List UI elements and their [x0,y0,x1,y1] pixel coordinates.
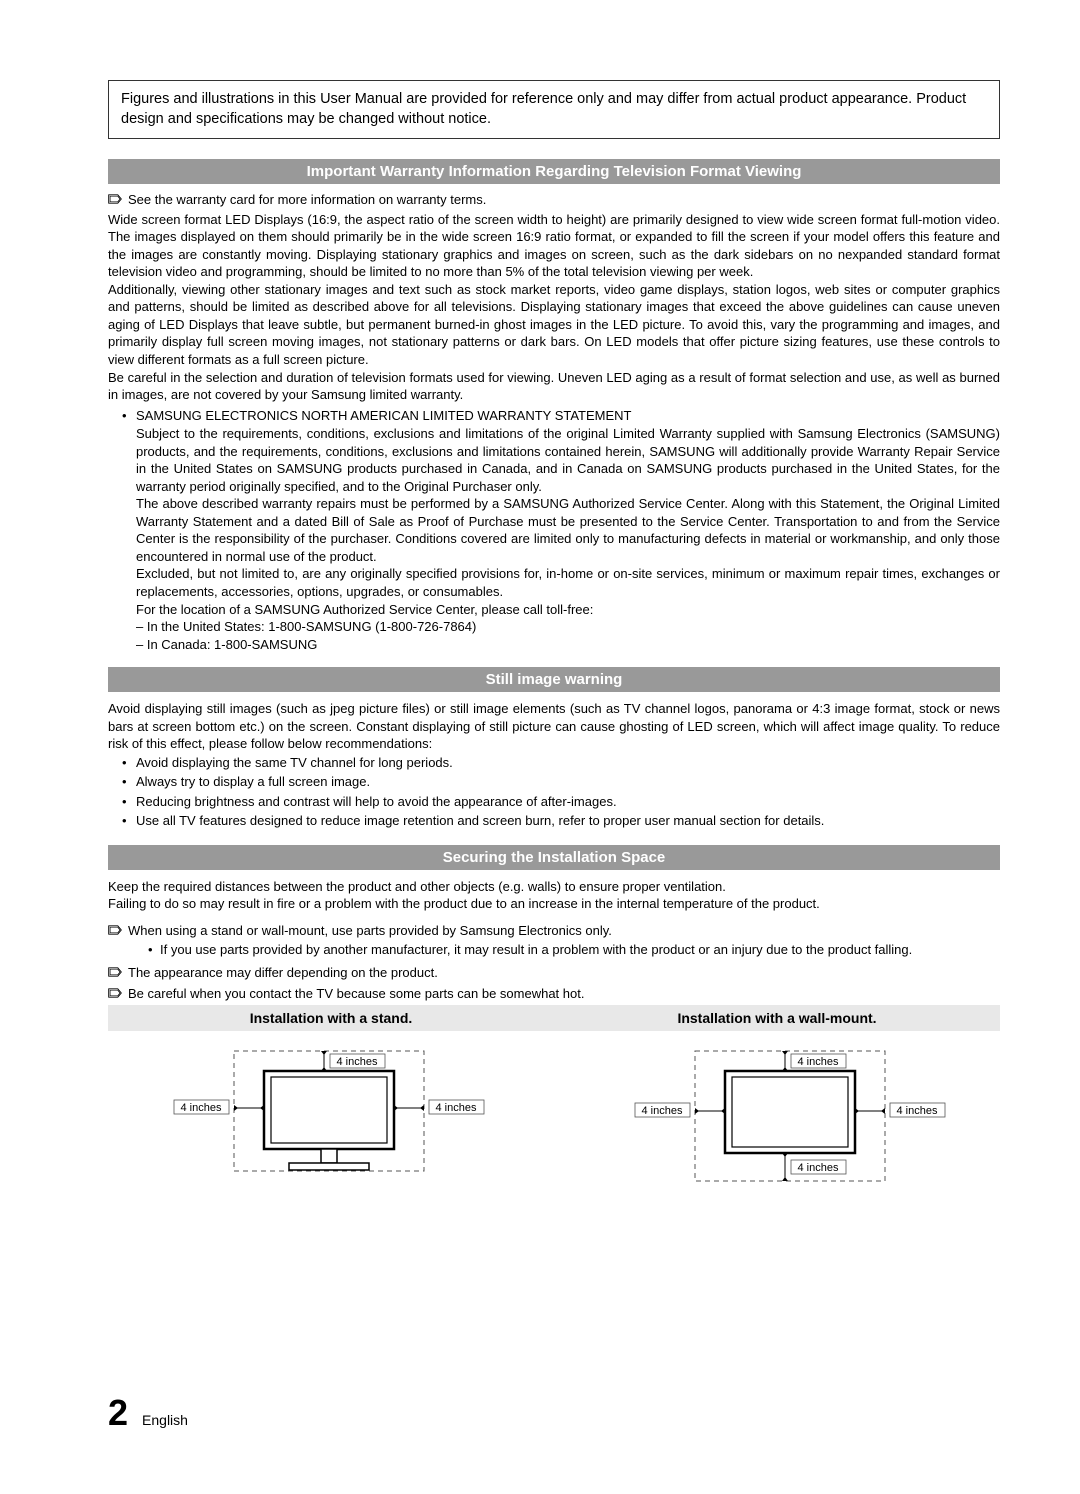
warranty-para-1: Wide screen format LED Displays (16:9, t… [108,211,1000,281]
diagram-stand: 4 inches 4 inches 4 inches [108,1043,539,1203]
label-right: 4 inches [435,1102,476,1114]
section-header-installation: Securing the Installation Space [108,845,1000,870]
note-stand-wallmount: When using a stand or wall-mount, use pa… [108,923,1000,938]
warranty-statement-p3: Excluded, but not limited to, are any or… [108,565,1000,600]
note-warranty-card: See the warranty card for more informati… [108,192,1000,207]
note-text: The appearance may differ depending on t… [128,965,438,980]
page-language: English [142,1412,188,1428]
still-bullet-3: Reducing brightness and contrast will he… [136,792,1000,812]
page-footer: 2 English [108,1392,188,1434]
still-image-intro: Avoid displaying still images (such as j… [108,700,1000,753]
still-bullet-1: Avoid displaying the same TV channel for… [136,753,1000,773]
note-text: When using a stand or wall-mount, use pa… [128,923,612,938]
install-line-2: Failing to do so may result in fire or a… [108,895,1000,913]
install-diagrams: 4 inches 4 inches 4 inches [108,1043,1000,1203]
note-icon [108,193,122,205]
note-icon [108,966,122,978]
label-left: 4 inches [180,1102,221,1114]
install-wall-header: Installation with a wall-mount. [554,1005,1000,1031]
label-bottom: 4 inches [797,1162,838,1174]
label-left: 4 inches [641,1105,682,1117]
install-line-1: Keep the required distances between the … [108,878,1000,896]
notice-box: Figures and illustrations in this User M… [108,80,1000,139]
warranty-statement-heading: SAMSUNG ELECTRONICS NORTH AMERICAN LIMIT… [136,406,1000,426]
note-hot-parts: Be careful when you contact the TV becau… [108,986,1000,1001]
still-bullet-4: Use all TV features designed to reduce i… [136,811,1000,831]
warranty-statement-p6: – In Canada: 1-800-SAMSUNG [108,636,1000,654]
note-appearance: The appearance may differ depending on t… [108,965,1000,980]
tv-stand-svg: 4 inches 4 inches 4 inches [144,1043,504,1198]
note-text: Be careful when you contact the TV becau… [128,986,584,1001]
label-top: 4 inches [797,1056,838,1068]
tv-wall-svg: 4 inches 4 inches 4 inches 4 inches [605,1043,965,1198]
install-header-row: Installation with a stand. Installation … [108,1005,1000,1031]
section-header-warranty: Important Warranty Information Regarding… [108,159,1000,184]
label-top: 4 inches [336,1056,377,1068]
still-image-bullets: Avoid displaying the same TV channel for… [108,753,1000,831]
note-icon [108,987,122,999]
warranty-para-2: Additionally, viewing other stationary i… [108,281,1000,369]
diagram-wallmount: 4 inches 4 inches 4 inches 4 inches [569,1043,1000,1203]
warranty-para-3: Be careful in the selection and duration… [108,369,1000,404]
section-header-still-image: Still image warning [108,667,1000,692]
warranty-statement-p1: Subject to the requirements, conditions,… [108,425,1000,495]
label-right: 4 inches [896,1105,937,1117]
note-sub-bullet: If you use parts provided by another man… [108,942,1000,957]
note-icon [108,924,122,936]
note-text: See the warranty card for more informati… [128,192,486,207]
warranty-statement-p5: – In the United States: 1-800-SAMSUNG (1… [108,618,1000,636]
warranty-statement-p2: The above described warranty repairs mus… [108,495,1000,565]
still-bullet-2: Always try to display a full screen imag… [136,772,1000,792]
warranty-statement-p4: For the location of a SAMSUNG Authorized… [108,601,1000,619]
manual-page: Figures and illustrations in this User M… [0,0,1080,1243]
install-stand-header: Installation with a stand. [108,1005,554,1031]
page-number: 2 [108,1392,128,1434]
